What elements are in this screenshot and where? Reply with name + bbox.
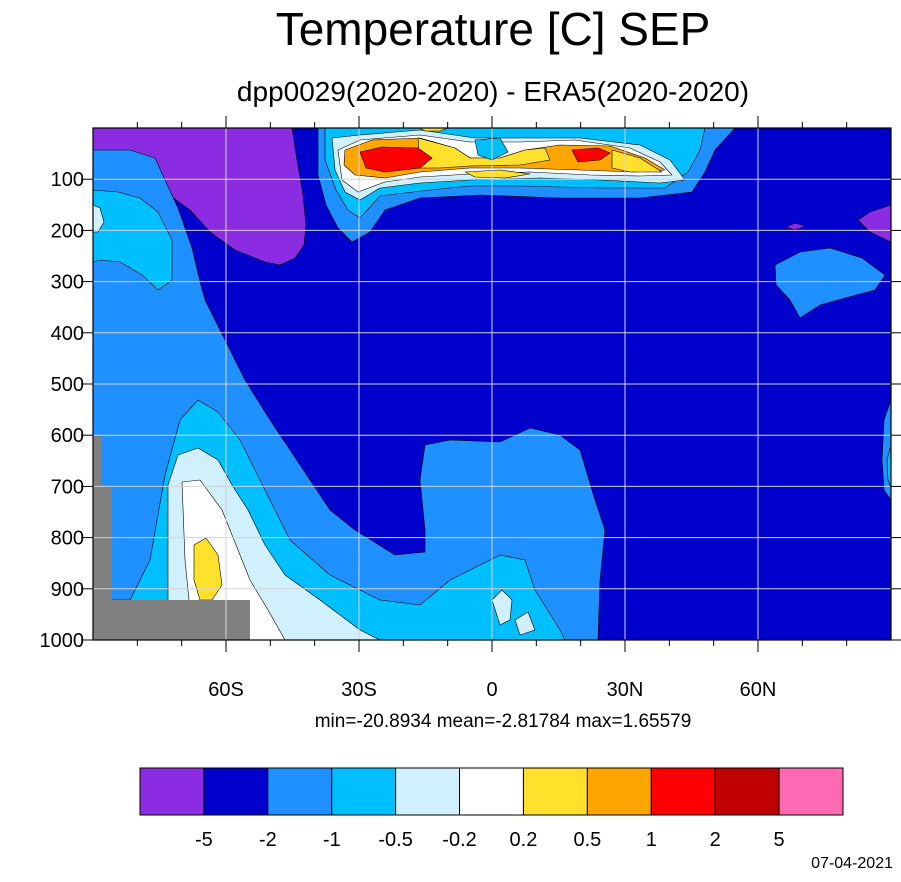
- y-tick-label: 200: [51, 220, 84, 242]
- colorbar-swatch: [459, 767, 524, 816]
- y-tick-label: 500: [51, 374, 84, 396]
- colorbar-level-label: 2: [710, 829, 721, 851]
- colorbar-swatch: [650, 767, 716, 816]
- colorbar: [139, 767, 844, 816]
- y-tick-label: 100: [51, 169, 84, 191]
- contour-band-neg05-to-neg02: [93, 204, 105, 233]
- contour-band-02-to-05: [464, 169, 531, 179]
- chart-subtitle: dpp0029(2020-2020) - ERA5(2020-2020): [236, 76, 750, 107]
- contour-band-neg05-to-neg02: [491, 589, 513, 626]
- colorbar-level-label: -0.5: [378, 829, 412, 851]
- y-tick-label: 600: [51, 425, 84, 447]
- topography-mask: [93, 435, 250, 640]
- contour-band-neg2-to-neg1: [774, 247, 886, 319]
- colorbar-swatch: [586, 767, 652, 816]
- y-tick-label: 300: [51, 272, 84, 294]
- x-tick-label: 30N: [607, 679, 644, 701]
- colorbar-level-label: -0.2: [442, 829, 476, 851]
- y-tick-label: 900: [51, 579, 84, 601]
- colorbar-swatch: [203, 767, 269, 816]
- grid-lines: [93, 128, 891, 640]
- axis-ticks: [81, 116, 901, 652]
- colorbar-level-label: 0.2: [510, 829, 538, 851]
- colorbar-swatch: [331, 767, 397, 816]
- colorbar-level-label: -5: [195, 829, 213, 851]
- colorbar-swatch: [522, 767, 588, 816]
- colorbar-level-label: -2: [259, 829, 277, 851]
- colorbar-level-label: 0.5: [573, 829, 601, 851]
- contour-band-02-to-05: [193, 537, 223, 601]
- chart-title: Temperature [C] SEP: [275, 3, 711, 55]
- colorbar-level-label: 1: [646, 829, 657, 851]
- colorbar-swatch: [714, 767, 780, 816]
- contour-band-neg1-to-neg05: [93, 189, 173, 291]
- y-tick-label: 1000: [40, 630, 85, 652]
- date-stamp: 07-04-2021: [811, 855, 893, 872]
- contour-band-02-to-05: [419, 128, 449, 132]
- x-tick-label: 30S: [341, 679, 377, 701]
- land-mask: [93, 435, 250, 640]
- contour-band-1-to-2: [571, 147, 611, 163]
- x-tick-label: 60S: [208, 679, 244, 701]
- colorbar-swatch: [267, 767, 333, 816]
- colorbar-swatch: [778, 767, 844, 816]
- contour-band-neg1-to-neg05: [886, 444, 891, 489]
- x-tick-label: 60N: [740, 679, 777, 701]
- contour-band-1-to-2: [359, 146, 433, 173]
- stats-text: min=-20.8934 mean=-2.81784 max=1.65579: [314, 711, 692, 732]
- y-tick-label: 800: [51, 528, 84, 550]
- x-tick-label: 0: [486, 679, 497, 701]
- colorbar-level-label: 5: [774, 829, 785, 851]
- colorbar-labels: -5 -2 -1 -0.5 -0.2 0.2 0.5 1 2 5: [195, 829, 785, 851]
- colorbar-swatch: [395, 767, 461, 816]
- contour-band-02-to-05: [417, 137, 551, 169]
- colorbar-level-label: -1: [323, 829, 341, 851]
- axis-labels: 60S 30S 0 30N 60N 100 200 300 400 500 600 700 800 900…: [40, 169, 777, 701]
- contour-band-neg05-to-neg02: [514, 611, 536, 636]
- contour-band-below-neg5: [857, 204, 891, 243]
- y-tick-label: 700: [51, 476, 84, 498]
- y-tick-label: 400: [51, 323, 84, 345]
- colorbar-swatch: [139, 767, 205, 816]
- contour-band-below-neg5: [785, 222, 806, 231]
